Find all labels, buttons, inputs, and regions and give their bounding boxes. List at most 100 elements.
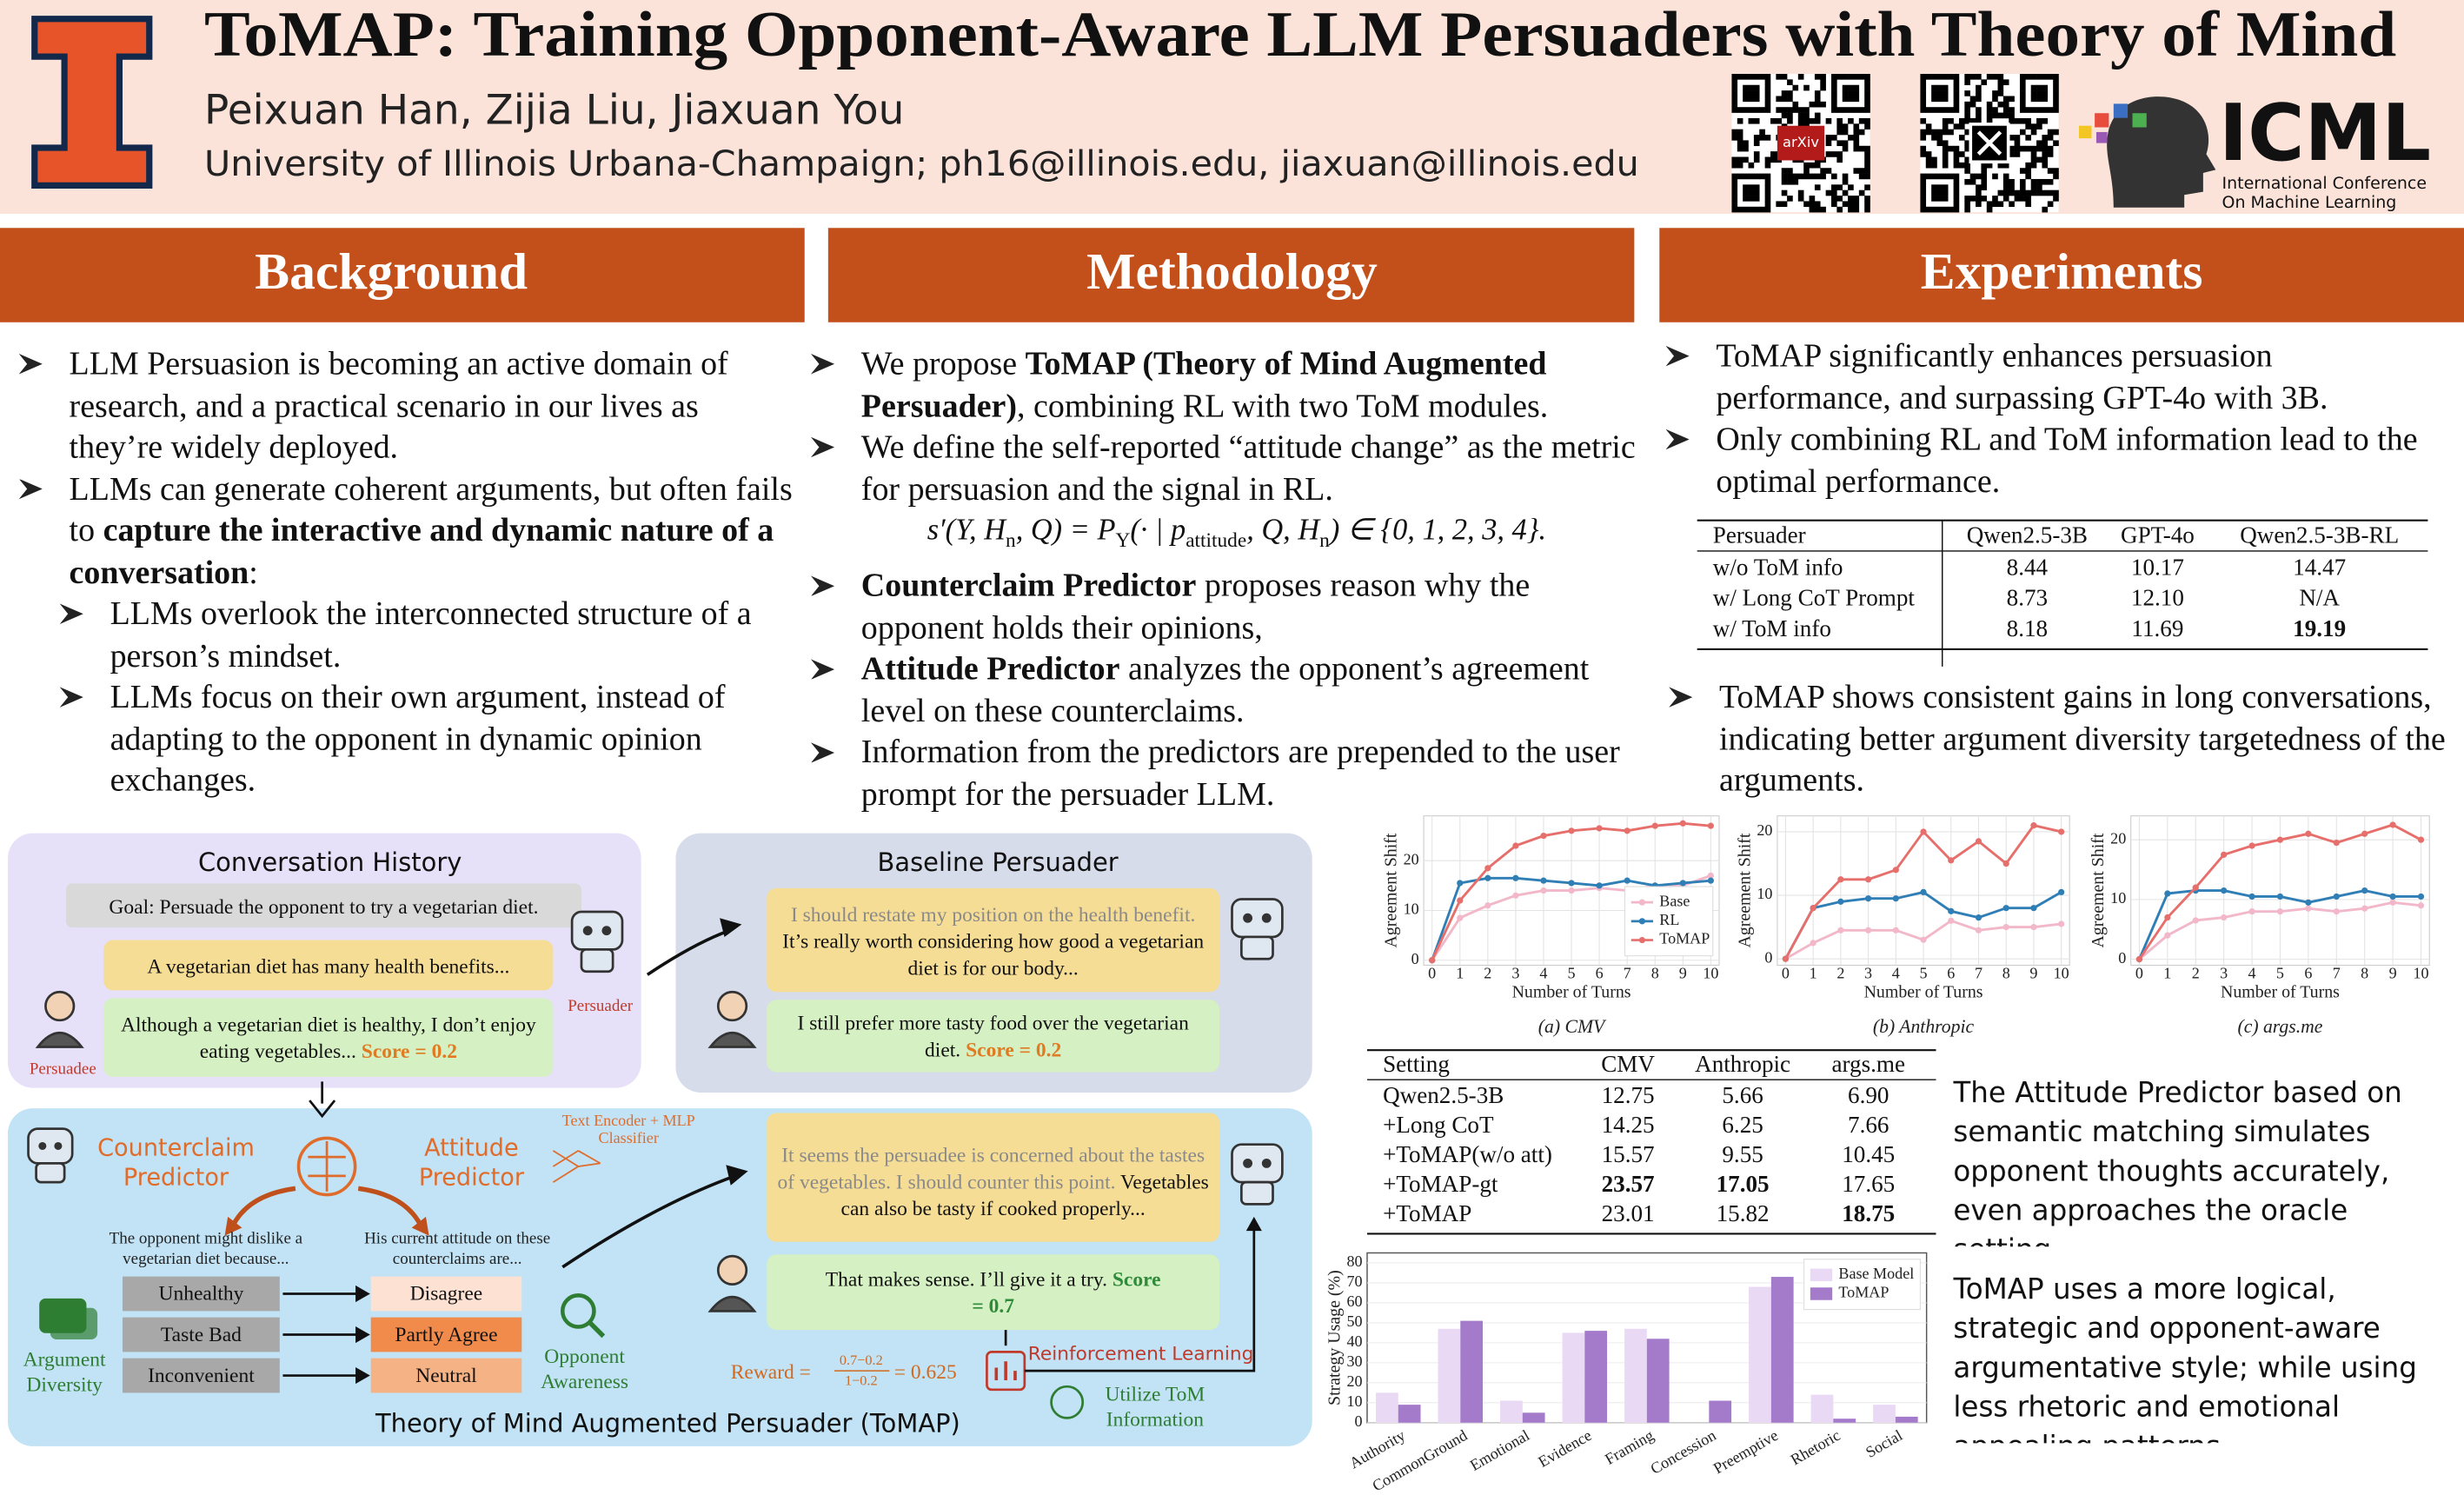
- legend-box: [1624, 886, 1714, 957]
- data-point: [1679, 820, 1686, 827]
- x-axis-label: Number of Turns: [2221, 983, 2340, 1002]
- qr-module: [1814, 162, 1821, 169]
- x-tick-label: Concession: [1647, 1426, 1718, 1478]
- qr-module: [1931, 84, 1937, 91]
- qr-module: [1753, 90, 1760, 96]
- qr-module: [1731, 162, 1738, 169]
- qr-module: [1743, 90, 1749, 96]
- shape-path: [355, 1285, 370, 1303]
- qr-module: [1925, 173, 1932, 180]
- qr-module: [1958, 135, 1965, 141]
- qr-module: [1986, 117, 1993, 124]
- data-point: [1975, 927, 1982, 934]
- table-header: args.me: [1831, 1051, 1905, 1077]
- diagram-label-frame: Goal: Persuade the opponent to try a veg…: [109, 894, 538, 917]
- table-cell: 17.05: [1717, 1171, 1770, 1197]
- qr-module: [1764, 184, 1771, 190]
- diagram-label-frame: That makes sense. I’ll give it a try. Sc…: [826, 1267, 1161, 1318]
- x-tick-label: 8: [2361, 965, 2368, 982]
- diagram-label-frame: Reinforcement Learning: [1028, 1343, 1254, 1365]
- qr-module: [1792, 173, 1799, 180]
- qr-module: [2025, 201, 2031, 208]
- qr-module: [1831, 79, 1837, 86]
- qr-module: [1803, 162, 1810, 169]
- y-tick-label: 40: [1346, 1332, 1362, 1350]
- qr-module: [1792, 84, 1799, 91]
- qr-module: [2042, 107, 2049, 113]
- qr-module: [1814, 201, 1821, 208]
- qr-module: [1737, 74, 1743, 80]
- chart-caption: (b) Anthropic: [1873, 1016, 1975, 1037]
- diagram-label-frame: Disagree: [410, 1281, 483, 1305]
- qr-module: [2025, 123, 2031, 130]
- qr-module: [1820, 206, 1826, 213]
- qr-module: [1936, 135, 1943, 141]
- qr-module: [1953, 184, 1960, 190]
- qr-module: [2014, 140, 2021, 147]
- qr-module: [1992, 201, 1998, 208]
- qr-module: [1797, 173, 1804, 180]
- text-run: I still prefer more tasty food over the …: [797, 1010, 1189, 1061]
- bar: [1624, 1328, 1647, 1423]
- qr-module: [1753, 189, 1760, 196]
- data-point: [2333, 893, 2340, 900]
- data-point: [1568, 880, 1575, 887]
- section-heading: Methodology: [1086, 243, 1378, 300]
- shape-rect: [1231, 898, 1284, 939]
- y-tick-label: 10: [1404, 900, 1419, 918]
- qr-module: [2019, 178, 2026, 185]
- reward-result: = 0.625: [894, 1361, 957, 1384]
- diagram-label-frame: Counterclaim Predictor: [97, 1133, 255, 1192]
- bar: [1438, 1328, 1461, 1423]
- qr-module: [2047, 201, 2054, 208]
- qr-module: [1764, 96, 1771, 103]
- qr-module: [2002, 196, 2009, 202]
- shape-rect: [103, 940, 554, 991]
- x-tick-label: 7: [1624, 965, 1631, 982]
- data-point: [2192, 884, 2199, 891]
- qr-module: [1825, 117, 1832, 124]
- x-tick-label: 0: [2135, 965, 2143, 982]
- qr-module: [1797, 112, 1804, 119]
- diagram-label-frame: Unhealthy: [158, 1281, 243, 1305]
- diagram-label-frame: His current attitude on these countercla…: [364, 1231, 550, 1268]
- qr-module: [1976, 74, 1982, 80]
- table-cell: +Long CoT: [1383, 1112, 1494, 1138]
- qr-module: [1953, 101, 1960, 108]
- shape-path: [561, 1174, 736, 1269]
- qr-module: [1731, 206, 1738, 213]
- qr-module: [1864, 90, 1870, 96]
- qr-module: [1842, 90, 1849, 96]
- legend-swatch: [1638, 918, 1646, 925]
- qr-module: [1931, 162, 1937, 169]
- diagram-label-frame: Opponent Awareness: [541, 1344, 628, 1392]
- qr-module: [1942, 117, 1949, 124]
- qr-module: [2019, 196, 2026, 202]
- table-cell: w/o ToM info: [1713, 554, 1843, 580]
- qr-module: [1931, 90, 1937, 96]
- qr-module: [1748, 117, 1755, 124]
- qr-badge: [1777, 125, 1825, 161]
- qr-module: [1731, 129, 1738, 136]
- qr-module: [1842, 129, 1849, 136]
- table-cell: w/ ToM info: [1713, 615, 1831, 641]
- qr-module: [1948, 117, 1954, 124]
- diagram-label-frame: Text Encoder + MLP Classifier: [562, 1113, 695, 1148]
- qr-module: [1925, 129, 1932, 136]
- qr-module: [1797, 196, 1804, 202]
- qr-module: [1820, 79, 1826, 86]
- shape-rect: [1239, 935, 1274, 960]
- qr-module: [2009, 189, 2015, 196]
- qr-module: [1853, 201, 1860, 208]
- data-point: [1892, 895, 1899, 902]
- shape-path: [994, 1361, 1017, 1380]
- qr-module: [1992, 107, 1998, 113]
- qr-module: [1737, 129, 1743, 136]
- qr-module: [1986, 74, 1993, 80]
- diagram-text: Persuader: [568, 997, 634, 1015]
- qr-module: [1953, 90, 1960, 96]
- data-point: [1624, 827, 1630, 834]
- qr-module: [1853, 145, 1860, 152]
- qr-module: [1958, 117, 1965, 124]
